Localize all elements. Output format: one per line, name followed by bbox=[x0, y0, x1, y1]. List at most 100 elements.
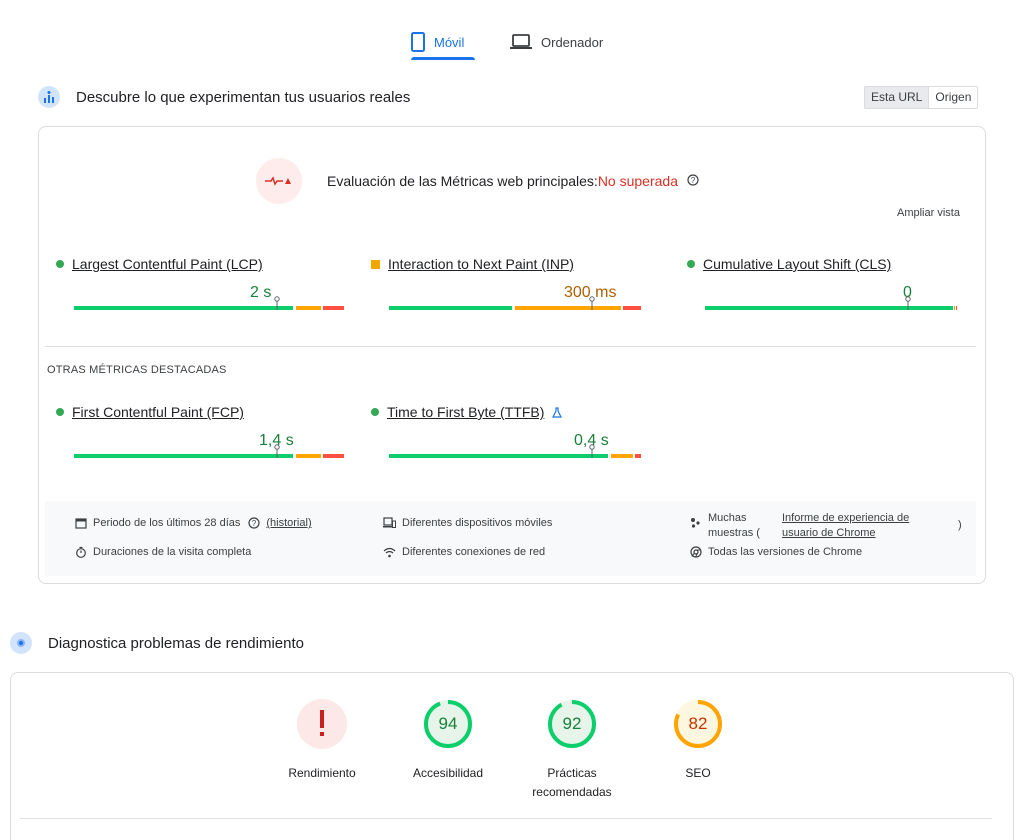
score-value: 94 bbox=[438, 714, 458, 733]
distribution-segment bbox=[323, 454, 344, 458]
distribution-segment bbox=[705, 306, 954, 310]
help-icon[interactable]: ? bbox=[248, 517, 260, 529]
good-status-dot bbox=[56, 408, 64, 416]
svg-text:?: ? bbox=[252, 519, 257, 528]
history-link[interactable]: (historial) bbox=[266, 517, 312, 529]
lighthouse-card bbox=[10, 672, 1014, 840]
chrome-icon bbox=[690, 546, 702, 558]
distribution-segment bbox=[623, 306, 641, 310]
tab-desktop[interactable]: Ordenador bbox=[510, 24, 603, 60]
footer-samples-prefix: Muchas muestras ( bbox=[708, 512, 760, 539]
help-icon[interactable]: ? bbox=[687, 173, 699, 189]
footer-period: Periodo de los últimos 28 días ? (histor… bbox=[75, 517, 312, 529]
metric-inp: Interaction to Next Paint (INP) 300 ms bbox=[371, 256, 647, 310]
tab-desktop-label: Ordenador bbox=[541, 34, 604, 50]
score-gauge-accesibilidad[interactable]: 94 bbox=[422, 698, 474, 750]
footer-devices: Diferentes dispositivos móviles bbox=[383, 517, 552, 529]
good-status-dot bbox=[56, 260, 64, 268]
distribution-segment bbox=[610, 454, 634, 458]
expand-view-link[interactable]: Ampliar vista bbox=[897, 207, 960, 219]
score-label: Accesibilidad bbox=[412, 766, 484, 780]
timer-icon bbox=[75, 546, 87, 558]
score-label: Prácticas recomendadas bbox=[532, 766, 612, 799]
other-metrics-label: OTRAS MÉTRICAS DESTACADAS bbox=[47, 364, 227, 376]
metric-ttfb-value: 0,4 s bbox=[574, 432, 609, 449]
svg-text:?: ? bbox=[691, 176, 696, 185]
score-value: 82 bbox=[688, 714, 708, 733]
assessment-fail-icon bbox=[256, 158, 302, 204]
score-label: SEO bbox=[685, 766, 711, 780]
lighthouse-section-title: Diagnostica problemas de rendimiento bbox=[48, 634, 304, 652]
metric-fcp-bar bbox=[74, 454, 344, 458]
metric-lcp-marker bbox=[274, 296, 280, 310]
score-gauge-rendimiento[interactable] bbox=[296, 698, 348, 750]
metric-ttfb-name[interactable]: Time to First Byte (TTFB) bbox=[387, 404, 545, 420]
assessment-status: No superada bbox=[597, 173, 678, 189]
distribution-segment bbox=[389, 306, 513, 310]
metric-fcp: First Contentful Paint (FCP) 1,4 s bbox=[56, 404, 344, 458]
toggle-url[interactable]: Esta URL bbox=[865, 87, 929, 108]
lighthouse-section-header: Diagnostica problemas de rendimiento bbox=[10, 632, 304, 654]
metric-inp-name[interactable]: Interaction to Next Paint (INP) bbox=[388, 256, 574, 272]
score-label: Rendimiento bbox=[288, 766, 356, 780]
tab-mobile[interactable]: Móvil bbox=[411, 24, 464, 60]
metrics-divider bbox=[45, 346, 976, 347]
assessment-text: Evaluación de las Métricas web principal… bbox=[327, 173, 699, 189]
users-icon bbox=[38, 86, 60, 108]
metric-inp-value: 300 ms bbox=[564, 284, 617, 301]
score-gauge-prácticas[interactable]: 92 bbox=[546, 698, 598, 750]
average-status-square bbox=[371, 259, 380, 269]
wifi-icon bbox=[383, 547, 396, 558]
metric-cls: Cumulative Layout Shift (CLS) 0 bbox=[687, 256, 963, 310]
metric-lcp-name[interactable]: Largest Contentful Paint (LCP) bbox=[72, 256, 263, 272]
metric-lcp: Largest Contentful Paint (LCP) 2 s bbox=[56, 256, 344, 310]
footer-network-text: Diferentes conexiones de red bbox=[402, 546, 546, 558]
metric-cls-name[interactable]: Cumulative Layout Shift (CLS) bbox=[703, 256, 892, 272]
footer-network: Diferentes conexiones de red bbox=[383, 546, 545, 558]
metric-lcp-value: 2 s bbox=[250, 284, 272, 301]
crux-card bbox=[38, 126, 986, 584]
laptop-icon bbox=[510, 34, 532, 50]
crux-section-title: Descubre lo que experimentan tus usuario… bbox=[76, 88, 411, 106]
distribution-segment bbox=[634, 454, 641, 458]
crux-report-link[interactable]: Informe de experiencia de usuario de Chr… bbox=[782, 512, 910, 539]
toggle-origin[interactable]: Origen bbox=[928, 87, 977, 108]
footer-devices-text: Diferentes dispositivos móviles bbox=[402, 517, 553, 529]
samples-icon bbox=[690, 517, 702, 529]
metric-ttfb-marker bbox=[589, 444, 595, 458]
footer-chrome: Todas las versiones de Chrome bbox=[690, 546, 862, 558]
footer-visit-text: Duraciones de la visita completa bbox=[93, 546, 252, 558]
metric-inp-bar bbox=[389, 306, 646, 310]
crux-footer: Periodo de los últimos 28 días ? (histor… bbox=[45, 501, 976, 576]
metric-ttfb: Time to First Byte (TTFB) 0,4 s bbox=[371, 404, 647, 458]
devices-icon bbox=[383, 517, 396, 529]
metric-cls-bar bbox=[705, 306, 962, 310]
good-status-dot bbox=[687, 260, 695, 268]
smartphone-icon bbox=[411, 32, 425, 52]
distribution-segment bbox=[955, 306, 957, 310]
distribution-segment bbox=[515, 306, 621, 310]
footer-visit: Duraciones de la visita completa bbox=[75, 546, 251, 558]
assessment-label: Evaluación de las Métricas web principal… bbox=[327, 173, 598, 189]
footer-period-text: Periodo de los últimos 28 días bbox=[93, 517, 241, 529]
metric-ttfb-bar bbox=[389, 454, 646, 458]
distribution-segment bbox=[323, 306, 344, 310]
tab-mobile-label: Móvil bbox=[434, 34, 465, 50]
score-gauge-seo[interactable]: 82 bbox=[672, 698, 724, 750]
footer-chrome-text: Todas las versiones de Chrome bbox=[708, 546, 863, 558]
score-value: 92 bbox=[562, 714, 582, 733]
distribution-segment bbox=[74, 306, 294, 310]
lighthouse-divider bbox=[20, 818, 992, 819]
distribution-segment bbox=[953, 306, 956, 310]
metric-fcp-name[interactable]: First Contentful Paint (FCP) bbox=[72, 404, 244, 420]
good-status-dot bbox=[371, 408, 379, 416]
crux-section-header: Descubre lo que experimentan tus usuario… bbox=[38, 86, 410, 108]
metric-fcp-marker bbox=[274, 444, 280, 458]
metric-cls-marker bbox=[905, 296, 911, 310]
distribution-segment bbox=[74, 454, 294, 458]
experimental-flask-icon bbox=[552, 406, 563, 418]
metric-lcp-bar bbox=[74, 306, 344, 310]
metric-inp-marker bbox=[589, 296, 595, 310]
url-origin-toggle: Esta URL Origen bbox=[864, 86, 979, 109]
distribution-segment bbox=[389, 454, 609, 458]
